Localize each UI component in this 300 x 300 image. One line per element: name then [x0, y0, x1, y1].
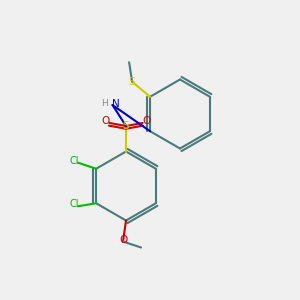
Text: H: H: [102, 99, 108, 108]
Text: O: O: [120, 235, 128, 245]
Text: O: O: [142, 116, 151, 126]
Text: N: N: [112, 98, 119, 109]
Text: S: S: [123, 121, 129, 131]
Text: Cl: Cl: [70, 200, 79, 209]
Text: S: S: [129, 77, 135, 87]
Text: O: O: [101, 116, 110, 126]
Text: Cl: Cl: [70, 156, 79, 166]
